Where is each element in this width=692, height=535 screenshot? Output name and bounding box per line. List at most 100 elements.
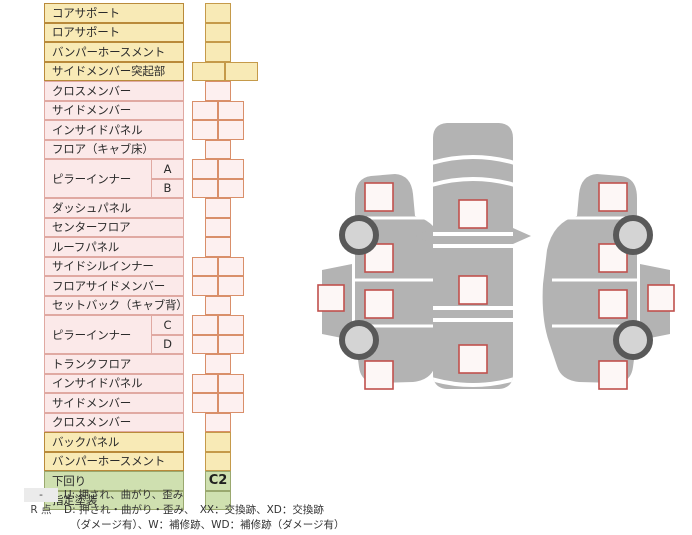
table-row: クロスメンバー: [44, 81, 249, 101]
part-name-cell: ダッシュパネル: [44, 198, 184, 218]
wheel-icon: [339, 215, 379, 255]
marker-square: [458, 344, 488, 374]
grid-cell[interactable]: [218, 276, 244, 296]
table-row: バンパーホースメント: [44, 42, 249, 62]
grid-cell[interactable]: [192, 276, 218, 296]
grid-cell[interactable]: [218, 159, 244, 179]
center-separators: [433, 155, 513, 387]
legend-row-1: - U: 押され、曲がり、歪み: [24, 488, 424, 502]
marker-square: [598, 243, 628, 273]
grid-cell[interactable]: [218, 334, 244, 354]
grid-cell[interactable]: [205, 198, 231, 218]
table-row: 下回り: [44, 471, 249, 491]
part-name-cell: サイドメンバー: [44, 100, 184, 120]
grid-cell[interactable]: [205, 354, 231, 374]
table-row: 指定塗装: [44, 490, 249, 510]
grid-cell[interactable]: [218, 256, 244, 276]
marker-square-door: [647, 284, 675, 312]
table-row: インサイドパネル: [44, 373, 249, 393]
part-name-cell-merged: ピラーインナー: [44, 315, 152, 354]
table-row: サイドシルインナー: [44, 256, 249, 276]
part-name-cell-merged: ピラーインナー: [44, 159, 152, 198]
grid-cell[interactable]: [205, 237, 231, 257]
legend-key-rpoint: R 点: [30, 504, 52, 516]
part-name-cell: コアサポート: [44, 3, 184, 23]
part-name-cell: トランクフロア: [44, 354, 184, 374]
legend-text-d: D: 押され・曲がり・歪み、 XX：交換跡、XD：交換跡: [64, 504, 324, 516]
table-row: クロスメンバー: [44, 412, 249, 432]
vehicle-diagram: [300, 120, 692, 420]
table-row: サイドメンバー: [44, 100, 249, 120]
part-name-cell: インサイドパネル: [44, 120, 184, 140]
table-row: インサイドパネル: [44, 120, 249, 140]
wheel-icon: [339, 320, 379, 360]
table-row: バックパネル: [44, 432, 249, 452]
grid-cell[interactable]: [192, 334, 218, 354]
grid-cell[interactable]: [192, 159, 218, 179]
grid-cell[interactable]: [205, 432, 231, 452]
table-row: サイドメンバー突起部: [44, 61, 249, 81]
left-side-view: [317, 174, 450, 390]
grid-cell[interactable]: [218, 373, 244, 393]
grid-cell[interactable]: [205, 3, 231, 23]
grid-cell[interactable]: [192, 393, 218, 413]
marker-square-door: [317, 284, 345, 312]
grid-cell[interactable]: [218, 100, 244, 120]
part-name-cell: 指定塗装: [44, 490, 184, 510]
part-name-cell: 下回り: [44, 471, 184, 491]
grid-cell[interactable]: [218, 393, 244, 413]
table-row: セットバック（キャブ背）: [44, 295, 249, 315]
center-body-shape: [433, 123, 513, 389]
grade-cell[interactable]: C2: [205, 471, 231, 491]
marker-square: [364, 182, 394, 212]
right-mirror: [513, 228, 531, 244]
part-name-cell: フロア（キャブ床）: [44, 139, 184, 159]
part-name-cell: クロスメンバー: [44, 81, 184, 101]
grid-cell[interactable]: [205, 295, 231, 315]
part-name-cell: バンパーホースメント: [44, 42, 184, 62]
grid-cell[interactable]: [205, 451, 231, 471]
grid-cell[interactable]: [205, 217, 231, 237]
marker-square: [598, 360, 628, 390]
left-markers: [317, 182, 394, 390]
part-name-cell: サイドメンバー: [44, 393, 184, 413]
grid-cell[interactable]: [192, 373, 218, 393]
marker-square: [364, 360, 394, 390]
grid-cell[interactable]: [205, 81, 231, 101]
part-name-cell: インサイドパネル: [44, 373, 184, 393]
grid-cell[interactable]: [192, 120, 218, 140]
grid-cell[interactable]: [218, 120, 244, 140]
part-sub-label: C: [152, 315, 184, 335]
right-markers: [598, 182, 675, 390]
grid-cell[interactable]: [192, 100, 218, 120]
grid-cell[interactable]: [205, 22, 231, 42]
table-row: フロア（キャブ床）: [44, 139, 249, 159]
table-row: トランクフロア: [44, 354, 249, 374]
table-row: バンパーホースメント: [44, 451, 249, 471]
grid-cell[interactable]: [205, 42, 231, 62]
part-sub-label: A: [152, 159, 184, 179]
grid-cell[interactable]: [225, 61, 258, 81]
part-name-cell: サイドメンバー突起部: [44, 61, 184, 81]
grid-cell[interactable]: [192, 256, 218, 276]
legend-key-dash: -: [24, 488, 58, 502]
grid-cell[interactable]: [192, 315, 218, 335]
grid-cell[interactable]: [192, 178, 218, 198]
part-name-cell: バンパーホースメント: [44, 451, 184, 471]
table-row: コアサポート: [44, 3, 249, 23]
wheel-icon: [613, 320, 653, 360]
grid-cell[interactable]: [192, 61, 225, 81]
grid-cell[interactable]: [205, 412, 231, 432]
grid-cell[interactable]: [205, 139, 231, 159]
top-plan-view: [415, 123, 531, 389]
grid-cell[interactable]: [218, 178, 244, 198]
grid-cell[interactable]: [218, 315, 244, 335]
center-markers: [458, 199, 488, 374]
legend-text-continued: （ダメージ有）、W：補修跡、WD：補修跡（ダメージ有）: [70, 519, 345, 531]
grid-cell[interactable]: [205, 490, 231, 510]
part-name-cell: クロスメンバー: [44, 412, 184, 432]
marker-square: [598, 289, 628, 319]
marker-square: [458, 275, 488, 305]
wheel-icon: [613, 215, 653, 255]
